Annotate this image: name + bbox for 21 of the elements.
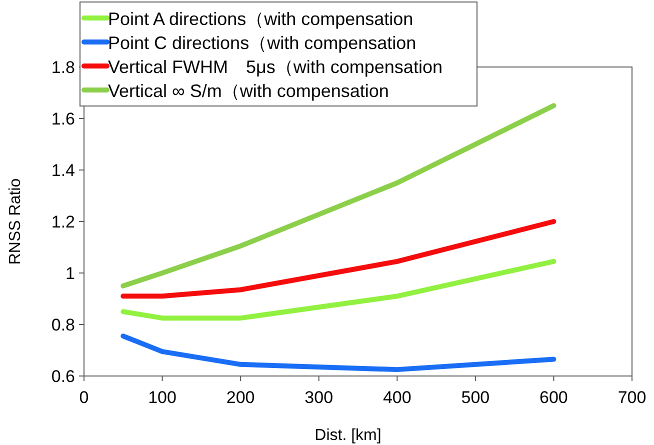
legend-label: Point A directions（with compensation (108, 9, 414, 29)
x-tick-label: 100 (148, 388, 176, 407)
x-tick-label: 300 (304, 388, 334, 407)
x-tick-label: 400 (382, 388, 412, 407)
legend-label: Vertical ∞ S/m（with compensation (108, 81, 389, 101)
x-tick-label: 0 (79, 388, 89, 407)
x-tick-label: 500 (461, 388, 490, 407)
y-tick-label: 1.6 (51, 110, 75, 128)
legend-label: Point C directions（with compensation (108, 33, 416, 53)
x-axis-title: Dist. [km] (314, 427, 382, 444)
y-axis-title: RNSS Ratio (7, 178, 24, 265)
x-tick-label: 700 (618, 388, 646, 407)
y-tick-label: 1.4 (51, 161, 75, 180)
y-tick-label: 1.2 (51, 212, 75, 232)
y-tick-label: 1 (66, 264, 75, 283)
x-tick-label: 200 (226, 388, 255, 407)
y-tick-label: 1.8 (51, 58, 75, 77)
y-tick-label: 0.6 (51, 367, 75, 386)
x-tick-label: 600 (540, 388, 568, 407)
y-tick-label: 0.8 (51, 316, 75, 334)
legend-label: Vertical FWHM 5μs（with compensation (108, 57, 442, 77)
